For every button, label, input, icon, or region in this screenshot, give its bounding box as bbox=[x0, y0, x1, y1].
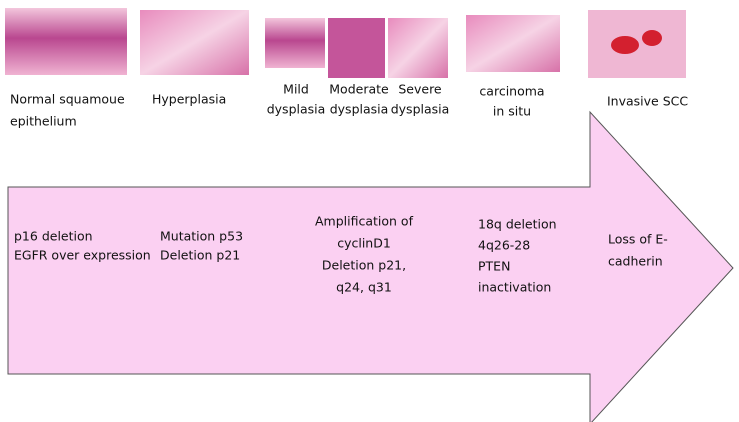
labels: Normal squamoue epithelium Hyperplasia Mild… bbox=[10, 82, 688, 295]
stage-label: Severe bbox=[398, 82, 442, 97]
histology-images bbox=[5, 8, 686, 78]
progression-arrow bbox=[7, 110, 734, 422]
image-cis bbox=[466, 15, 560, 72]
stage-label: Moderate bbox=[329, 82, 389, 97]
image-detail bbox=[642, 30, 662, 46]
event-label: p16 deletion bbox=[14, 229, 93, 244]
event-label: PTEN bbox=[478, 259, 510, 274]
event-label: EGFR over expression bbox=[14, 248, 151, 263]
stage-label: in situ bbox=[493, 104, 531, 119]
image-severe bbox=[388, 18, 448, 78]
image-mild bbox=[265, 18, 325, 68]
stage-label: Invasive SCC bbox=[607, 94, 688, 109]
image-normal bbox=[5, 8, 127, 75]
stage-label: dysplasia bbox=[391, 102, 450, 117]
stage-label: dysplasia bbox=[267, 102, 326, 117]
event-label: 18q deletion bbox=[478, 217, 557, 232]
event-label: Loss of E- bbox=[608, 232, 668, 247]
stage-label: dysplasia bbox=[330, 102, 389, 117]
event-label: inactivation bbox=[478, 280, 551, 295]
stage-label: Mild bbox=[283, 82, 309, 97]
stage-label: carcinoma bbox=[479, 84, 544, 99]
image-detail bbox=[611, 36, 639, 54]
event-label: Mutation p53 bbox=[160, 229, 243, 244]
event-label: Amplification of bbox=[315, 214, 414, 229]
event-label: 4q26-28 bbox=[478, 238, 530, 253]
image-hyperplasia bbox=[140, 10, 249, 75]
stage-label: Normal squamoue bbox=[10, 92, 125, 107]
event-label: Deletion p21 bbox=[160, 248, 240, 263]
event-label: q24, q31 bbox=[336, 280, 392, 295]
stage-label: epithelium bbox=[10, 114, 77, 129]
stage-label: Hyperplasia bbox=[152, 92, 226, 107]
event-label: cyclinD1 bbox=[337, 236, 391, 251]
event-label: Deletion p21, bbox=[322, 258, 406, 273]
image-moderate bbox=[328, 18, 385, 78]
event-label: cadherin bbox=[608, 254, 663, 269]
